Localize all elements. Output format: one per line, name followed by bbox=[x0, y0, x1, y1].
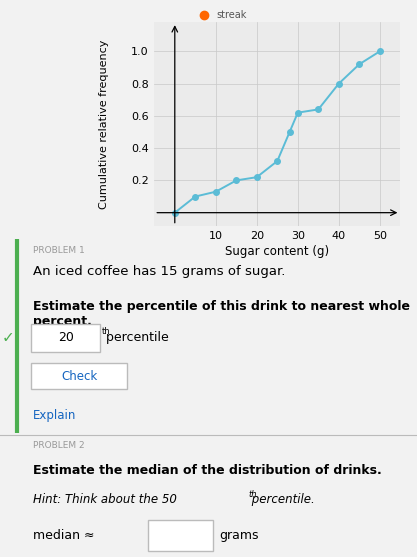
FancyBboxPatch shape bbox=[31, 324, 100, 351]
Text: 20: 20 bbox=[58, 331, 74, 344]
Text: streak: streak bbox=[217, 11, 247, 20]
Text: Explain: Explain bbox=[33, 409, 77, 422]
Text: PROBLEM 1: PROBLEM 1 bbox=[33, 246, 85, 255]
X-axis label: Sugar content (g): Sugar content (g) bbox=[225, 245, 329, 258]
Text: Estimate the median of the distribution of drinks.: Estimate the median of the distribution … bbox=[33, 464, 382, 477]
Text: percentile.: percentile. bbox=[248, 494, 315, 506]
Text: Check: Check bbox=[61, 370, 97, 383]
Text: th: th bbox=[248, 490, 256, 499]
Text: grams: grams bbox=[219, 529, 259, 543]
FancyBboxPatch shape bbox=[148, 520, 213, 551]
Text: PROBLEM 2: PROBLEM 2 bbox=[33, 441, 85, 450]
Text: An iced coffee has 15 grams of sugar.: An iced coffee has 15 grams of sugar. bbox=[33, 265, 286, 278]
Text: Cumulative relative frequency: Cumulative relative frequency bbox=[99, 39, 109, 209]
Text: median ≈: median ≈ bbox=[33, 529, 95, 543]
Text: ✓: ✓ bbox=[2, 330, 15, 345]
Text: percentile: percentile bbox=[102, 331, 169, 344]
FancyBboxPatch shape bbox=[31, 363, 127, 389]
Text: Hint: Think about the 50: Hint: Think about the 50 bbox=[33, 494, 177, 506]
Text: th: th bbox=[102, 328, 111, 336]
Text: Estimate the percentile of this drink to nearest whole percent.: Estimate the percentile of this drink to… bbox=[33, 300, 410, 328]
